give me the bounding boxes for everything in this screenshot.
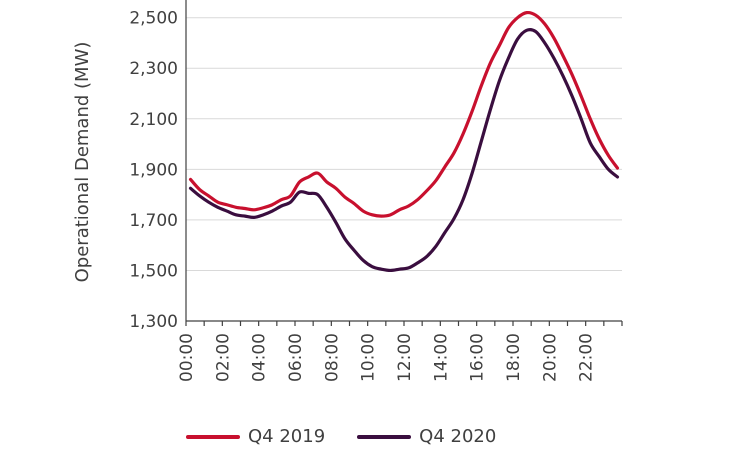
y-tick-label: 2,100 (129, 110, 178, 130)
y-tick-label: 2,300 (129, 59, 178, 79)
x-tick-label: 08:00 (322, 333, 342, 382)
x-tick-label: 18:00 (504, 333, 524, 382)
legend: Q4 2019 Q4 2020 (186, 426, 496, 447)
x-tick-label: 00:00 (177, 333, 197, 382)
x-tick-label: 16:00 (468, 333, 488, 382)
x-axis: 00:00 02:00 04:00 06:00 08:00 10:00 12:00 14:00… (177, 320, 623, 382)
series-lines (188, 10, 620, 273)
x-tick-label: 04:00 (250, 333, 270, 382)
legend-item-q4-2020: Q4 2020 (357, 426, 496, 447)
x-tick-label: 14:00 (431, 333, 451, 382)
legend-item-q4-2019: Q4 2019 (186, 426, 325, 447)
x-tick-label: 20:00 (540, 333, 560, 382)
legend-swatch-q4-2020 (357, 434, 412, 439)
x-tick-label: 22:00 (577, 333, 597, 382)
gridlines (186, 17, 622, 271)
y-tick-label: 1,300 (129, 312, 178, 332)
x-tick-label: 02:00 (213, 333, 233, 382)
x-tick-label: 12:00 (395, 333, 415, 382)
x-tick-label: 10:00 (359, 333, 379, 382)
y-tick-label: 2,500 (129, 9, 178, 29)
legend-swatch-q4-2019 (186, 434, 240, 439)
x-tick-label: 06:00 (286, 333, 306, 382)
y-axis-label: Operational Demand (MW) (72, 42, 93, 283)
y-tick-label: 1,500 (129, 261, 178, 281)
legend-label-q4-2019: Q4 2019 (248, 426, 326, 447)
series-line-q4-2019 (188, 10, 620, 218)
y-tick-label: 1,900 (129, 160, 178, 180)
y-axis: 1,300 1,500 1,700 1,900 2,100 2,300 2,500 (129, 0, 187, 332)
legend-label-q4-2020: Q4 2020 (419, 426, 497, 447)
series-line-q4-2020 (188, 28, 620, 273)
y-tick-label: 1,700 (129, 211, 178, 231)
